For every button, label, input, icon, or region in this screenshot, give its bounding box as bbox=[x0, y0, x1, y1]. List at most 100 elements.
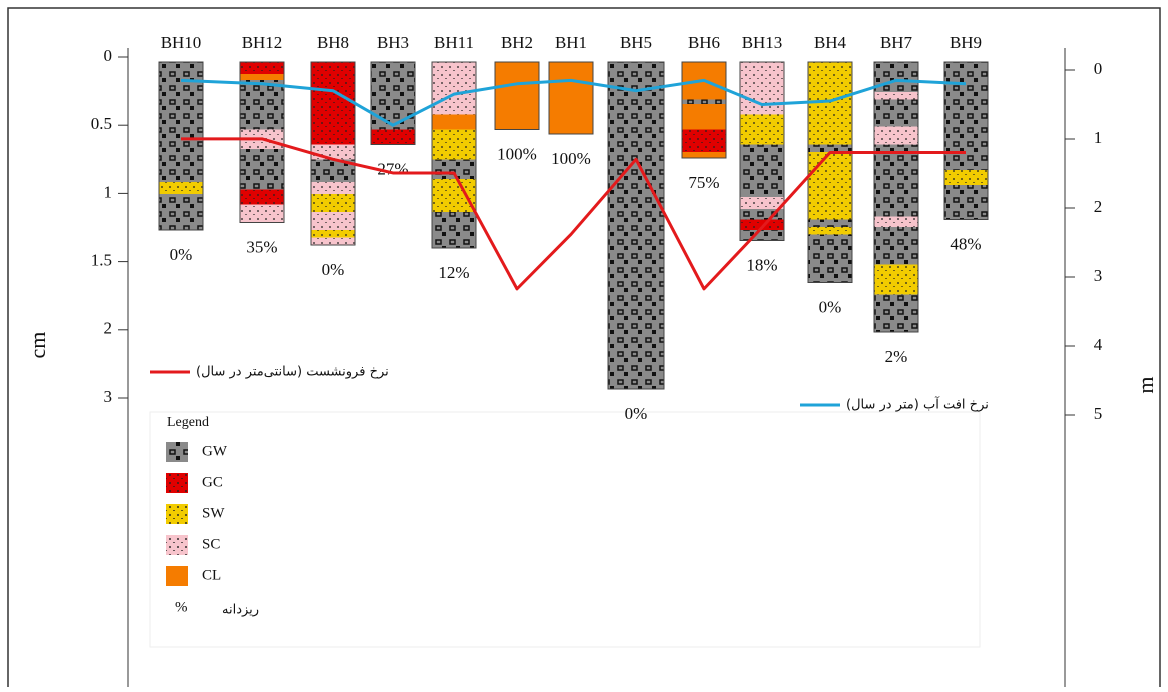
y2-tick-label: 4 bbox=[1094, 335, 1103, 354]
y-tick-label: 2 bbox=[104, 319, 113, 338]
soil-texture bbox=[311, 194, 355, 212]
soil-texture bbox=[311, 212, 355, 230]
soil-texture bbox=[874, 99, 918, 127]
legend-series-label: نرخ فرونشست (سانتی‌متر در سال) bbox=[196, 365, 389, 380]
soil-texture bbox=[808, 234, 852, 283]
fines-percent: 2% bbox=[885, 347, 908, 366]
soil-texture bbox=[240, 204, 284, 223]
legend-label: GW bbox=[202, 443, 228, 459]
y2-axis-label: m bbox=[1133, 376, 1158, 393]
y-axis-label: cm bbox=[25, 332, 50, 359]
soil-texture bbox=[944, 185, 988, 220]
x-tick-label: BH9 bbox=[950, 33, 982, 52]
legend-swatch-texture bbox=[166, 504, 188, 524]
soil-texture bbox=[874, 92, 918, 100]
soil-texture bbox=[740, 197, 784, 209]
borehole-outline bbox=[370, 61, 416, 145]
fines-percent: 12% bbox=[438, 263, 469, 282]
soil-texture bbox=[240, 189, 284, 205]
y-tick-label: 0.5 bbox=[91, 114, 112, 133]
soil-texture bbox=[159, 182, 203, 194]
soil-texture bbox=[432, 179, 476, 212]
soil-texture bbox=[740, 114, 784, 145]
soil-texture bbox=[311, 230, 355, 238]
soil-texture bbox=[874, 294, 918, 332]
fines-percent: 18% bbox=[746, 255, 777, 274]
x-tick-label: BH7 bbox=[880, 33, 913, 52]
soil-texture bbox=[159, 194, 203, 230]
soil-texture bbox=[240, 149, 284, 190]
soil-texture bbox=[944, 170, 988, 185]
fines-percent: 0% bbox=[625, 404, 648, 423]
soil-texture bbox=[311, 159, 355, 182]
borehole-outline bbox=[681, 61, 727, 159]
soil-texture bbox=[371, 62, 415, 130]
borehole-outline bbox=[239, 61, 285, 223]
soil-layer bbox=[682, 104, 726, 130]
x-tick-label: BH11 bbox=[434, 33, 474, 52]
legend-fines-symbol: % bbox=[175, 599, 188, 615]
fines-percent: 100% bbox=[497, 144, 537, 163]
soil-texture bbox=[740, 209, 784, 220]
y2-tick-label: 3 bbox=[1094, 266, 1103, 285]
legend-fines-label: ریزدانه bbox=[222, 603, 259, 618]
soil-texture bbox=[311, 237, 355, 245]
frame bbox=[7, 7, 1161, 692]
x-tick-label: BH4 bbox=[814, 33, 847, 52]
x-tick-label: BH6 bbox=[688, 33, 720, 52]
legend-box bbox=[149, 411, 981, 648]
soil-texture bbox=[808, 219, 852, 227]
legend-label: SW bbox=[202, 505, 225, 521]
soil-texture bbox=[432, 62, 476, 115]
soil-texture bbox=[808, 152, 852, 220]
legend-title: Legend bbox=[167, 415, 209, 430]
legend-label: CL bbox=[202, 567, 221, 583]
legend-swatch-texture bbox=[166, 473, 188, 493]
borehole-outline bbox=[548, 61, 594, 135]
legend-label: GC bbox=[202, 474, 223, 490]
soil-texture bbox=[432, 212, 476, 248]
soil-texture bbox=[740, 219, 784, 230]
soil-texture bbox=[740, 144, 784, 197]
y2-tick-label: 2 bbox=[1094, 197, 1103, 216]
x-tick-label: BH2 bbox=[501, 33, 533, 52]
y2-tick-label: 5 bbox=[1094, 404, 1103, 423]
series-line bbox=[180, 78, 967, 127]
borehole-outline bbox=[807, 61, 853, 283]
legend-label: SC bbox=[202, 536, 220, 552]
soil-texture bbox=[874, 62, 918, 92]
x-tick-label: BH1 bbox=[555, 33, 587, 52]
soil-texture bbox=[874, 144, 918, 217]
soil-texture bbox=[608, 62, 664, 389]
soil-texture bbox=[240, 80, 284, 130]
fines-percent: 100% bbox=[551, 149, 591, 168]
soil-layer bbox=[240, 74, 284, 80]
soil-texture bbox=[808, 227, 852, 235]
borehole-outline bbox=[494, 61, 540, 130]
soil-texture bbox=[311, 144, 355, 160]
soil-texture bbox=[432, 129, 476, 160]
borehole-outline bbox=[943, 61, 989, 220]
y-tick-label: 3 bbox=[104, 387, 113, 406]
soil-texture bbox=[682, 129, 726, 152]
fines-percent: 0% bbox=[322, 260, 345, 279]
legend-swatch bbox=[166, 566, 188, 586]
x-tick-label: BH12 bbox=[242, 33, 283, 52]
soil-texture bbox=[240, 62, 284, 74]
y-tick-label: 1 bbox=[104, 182, 113, 201]
borehole-outline bbox=[739, 61, 785, 241]
y2-tick-label: 1 bbox=[1094, 128, 1103, 147]
y-tick-label: 1.5 bbox=[91, 251, 112, 270]
y-tick-label: 0 bbox=[104, 46, 113, 65]
borehole-outline bbox=[873, 61, 919, 333]
fines-percent: 75% bbox=[688, 173, 719, 192]
fines-percent: 27% bbox=[377, 159, 408, 178]
soil-texture bbox=[311, 182, 355, 194]
x-tick-label: BH3 bbox=[377, 33, 409, 52]
borehole-outline bbox=[431, 61, 477, 249]
soil-texture bbox=[740, 62, 784, 115]
soil-layer bbox=[432, 114, 476, 130]
legend-series-label: نرخ افت آب (متر در سال) bbox=[846, 396, 989, 413]
